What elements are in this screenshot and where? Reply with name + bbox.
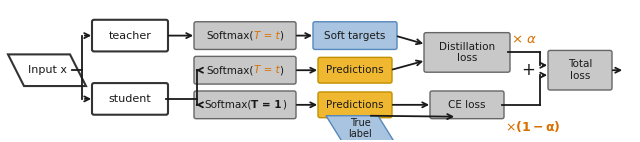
Text: $\times\ \alpha$: $\times\ \alpha$ xyxy=(511,33,537,46)
FancyBboxPatch shape xyxy=(548,50,612,90)
Text: Softmax(: Softmax( xyxy=(204,100,252,110)
Text: True
label: True label xyxy=(348,118,372,139)
FancyBboxPatch shape xyxy=(194,56,296,84)
Polygon shape xyxy=(326,116,394,141)
Text: Softmax(: Softmax( xyxy=(207,31,254,41)
FancyBboxPatch shape xyxy=(430,91,504,119)
Text: Predictions: Predictions xyxy=(326,65,384,75)
Text: CE loss: CE loss xyxy=(448,100,486,110)
FancyBboxPatch shape xyxy=(194,22,296,49)
Text: ): ) xyxy=(280,65,284,75)
FancyBboxPatch shape xyxy=(313,22,397,49)
FancyBboxPatch shape xyxy=(424,33,510,72)
FancyBboxPatch shape xyxy=(92,20,168,51)
Text: ): ) xyxy=(282,100,286,110)
Text: $\times\mathbf{(1-\alpha)}$: $\times\mathbf{(1-\alpha)}$ xyxy=(505,119,561,134)
Polygon shape xyxy=(8,54,86,86)
FancyBboxPatch shape xyxy=(194,91,296,119)
Text: T = 1: T = 1 xyxy=(252,100,282,110)
Text: ): ) xyxy=(280,31,284,41)
Text: Input x: Input x xyxy=(28,65,67,75)
Text: Softmax(: Softmax( xyxy=(207,65,254,75)
FancyBboxPatch shape xyxy=(92,83,168,115)
FancyBboxPatch shape xyxy=(318,92,392,118)
Text: teacher: teacher xyxy=(109,31,152,41)
Text: student: student xyxy=(109,94,152,104)
FancyBboxPatch shape xyxy=(318,57,392,83)
Text: Distillation
loss: Distillation loss xyxy=(439,42,495,63)
Text: Soft targets: Soft targets xyxy=(324,31,386,41)
Text: T = t: T = t xyxy=(254,31,280,41)
Text: T = t: T = t xyxy=(254,65,280,75)
Text: Predictions: Predictions xyxy=(326,100,384,110)
Text: Total
loss: Total loss xyxy=(568,59,592,81)
Text: +: + xyxy=(521,61,535,79)
